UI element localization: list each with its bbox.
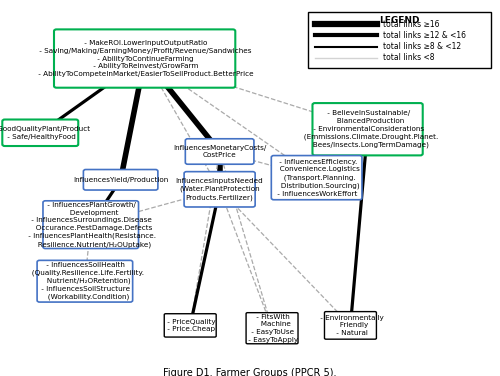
Text: - InfluencesEfficiency.
   Convenience.Logistics
   (Transport.Planning.
   Dist: - InfluencesEfficiency. Convenience.Logi… <box>273 159 360 197</box>
Text: InfluencesMonetaryCosts/
CostPrice: InfluencesMonetaryCosts/ CostPrice <box>173 145 266 158</box>
Text: - InfluencesPlantGrowth/
   Development
 - InfluencesSurroundings.Disease
   Occ: - InfluencesPlantGrowth/ Development - I… <box>26 202 156 247</box>
FancyBboxPatch shape <box>184 171 255 207</box>
Text: total links ≥8 & <12: total links ≥8 & <12 <box>384 42 462 51</box>
FancyBboxPatch shape <box>308 12 491 68</box>
Text: - PriceQuality
 - Price.Cheap: - PriceQuality - Price.Cheap <box>165 318 216 332</box>
Text: - GoodQualityPlant/Product
 - Safe/HealthyFood: - GoodQualityPlant/Product - Safe/Health… <box>0 126 90 139</box>
Text: - Environmentally
   Friendly
 - Natural: - Environmentally Friendly - Natural <box>318 315 384 336</box>
FancyBboxPatch shape <box>272 156 362 200</box>
Text: - BelieveInSustainable/
   BlancedProduction
 - EnvironmentalConsiderations
   (: - BelieveInSustainable/ BlancedProductio… <box>297 110 438 148</box>
FancyBboxPatch shape <box>2 120 78 146</box>
Text: total links <8: total links <8 <box>384 53 435 62</box>
Text: total links ≥16: total links ≥16 <box>384 20 440 29</box>
FancyBboxPatch shape <box>43 201 138 249</box>
FancyBboxPatch shape <box>186 139 254 164</box>
FancyBboxPatch shape <box>54 29 236 88</box>
Text: LEGEND: LEGEND <box>379 16 420 25</box>
FancyBboxPatch shape <box>312 103 422 155</box>
FancyBboxPatch shape <box>324 312 376 339</box>
Text: - MakeROI.LowerInputOutputRatio
 - Saving/Making/EarningMoney/Profit/Revenue/San: - MakeROI.LowerInputOutputRatio - Saving… <box>36 40 254 77</box>
Text: Figure D1. Farmer Groups (PPCR 5).: Figure D1. Farmer Groups (PPCR 5). <box>163 368 337 376</box>
Text: InfluencesInputsNeeded
(Water.PlantProtection
Products.Fertilizer): InfluencesInputsNeeded (Water.PlantProte… <box>176 178 264 200</box>
Text: InfluencesYield/Production: InfluencesYield/Production <box>73 177 168 183</box>
FancyBboxPatch shape <box>246 313 298 344</box>
Text: total links ≥12 & <16: total links ≥12 & <16 <box>384 31 466 40</box>
FancyBboxPatch shape <box>84 170 158 190</box>
FancyBboxPatch shape <box>164 314 216 337</box>
Text: - InfluencesSoilHealth
   (Quality.Resilience.Life.Fertility.
   Nutrient/H₂ORet: - InfluencesSoilHealth (Quality.Resilien… <box>26 262 144 300</box>
FancyBboxPatch shape <box>37 260 132 302</box>
Text: - FitsWith
   Machine
 - EasyToUse
 - EasyToApply: - FitsWith Machine - EasyToUse - EasyToA… <box>246 314 298 343</box>
